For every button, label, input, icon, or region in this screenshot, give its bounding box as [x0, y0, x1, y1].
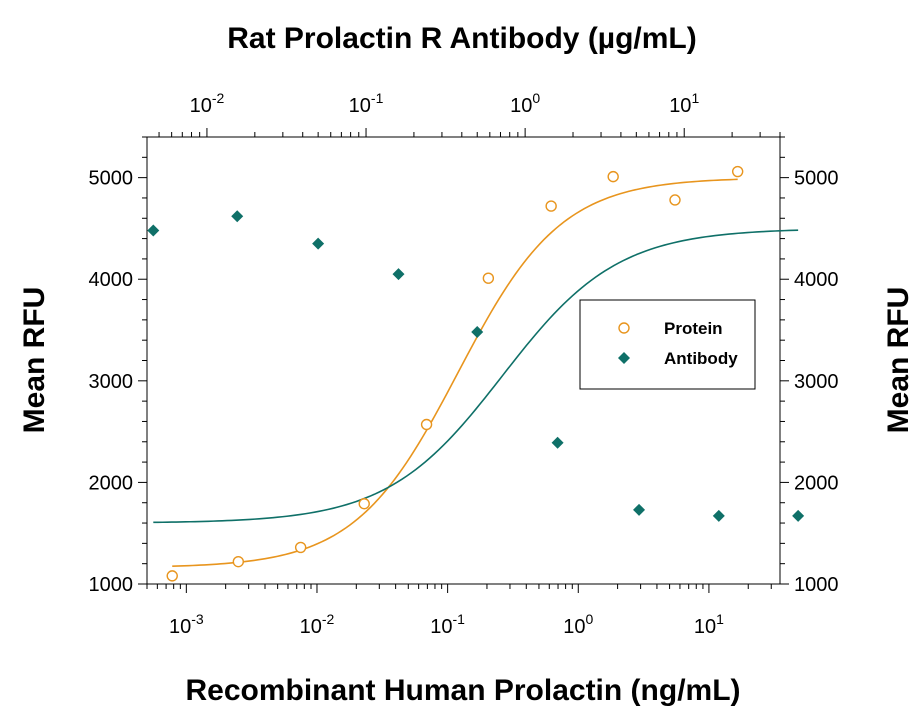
protein-data-point	[482, 272, 495, 284]
bottom-tick-label: 10-1	[430, 611, 465, 638]
top-tick-label: 10-2	[190, 90, 225, 117]
bottom-axis-ticks: 10-3 10-2 10-1 100 101	[146, 584, 772, 638]
top-tick-label: 100	[510, 90, 540, 117]
legend-protein-label: Protein	[664, 319, 723, 338]
legend-antibody-marker	[618, 352, 630, 364]
antibody-data-point	[471, 326, 484, 339]
antibody-data-point	[792, 509, 805, 522]
protein-data-point	[669, 194, 681, 206]
bottom-tick-label: 10-2	[300, 611, 335, 638]
bottom-tick-label: 101	[694, 611, 724, 638]
data-markers	[147, 165, 805, 582]
antibody-data-point	[312, 237, 325, 250]
protein-data-point	[358, 498, 370, 510]
antibody-data-point	[147, 224, 160, 237]
protein-data-point	[607, 170, 619, 183]
fit-curve-protein	[172, 178, 738, 568]
protein-data-point	[294, 541, 307, 554]
antibody-data-point	[231, 210, 244, 223]
left-tick-label: 4000	[89, 269, 134, 291]
top-axis-ticks: 10-2 10-1 100 101	[158, 90, 781, 137]
left-tick-label: 1000	[89, 574, 134, 596]
right-tick-label: 3000	[794, 371, 839, 393]
antibody-data-point	[392, 268, 405, 281]
protein-data-point	[731, 165, 744, 178]
left-axis-title: Mean RFU	[18, 287, 51, 434]
right-tick-label: 4000	[794, 269, 839, 291]
antibody-data-point	[551, 436, 564, 449]
bottom-tick-label: 10-3	[169, 611, 204, 638]
antibody-data-point	[712, 509, 725, 522]
legend-antibody-label: Antibody	[664, 349, 738, 368]
right-tick-label: 2000	[794, 472, 839, 494]
bottom-tick-label: 100	[563, 611, 593, 638]
legend: Protein Antibody	[579, 299, 756, 390]
protein-data-point	[232, 555, 245, 568]
right-axis-ticks: 1000 2000 3000 4000 5000	[780, 136, 839, 596]
protein-data-point	[545, 200, 557, 212]
left-axis-ticks: 1000 2000 3000 4000 5000	[89, 136, 147, 596]
right-tick-label: 1000	[794, 574, 839, 596]
left-tick-label: 2000	[89, 472, 134, 494]
top-tick-label: 10-1	[349, 90, 384, 117]
protein-data-point	[166, 570, 178, 582]
antibody-data-point	[633, 503, 646, 516]
top-axis-title: Rat Prolactin R Antibody (µg/mL)	[227, 22, 697, 55]
protein-data-point	[420, 418, 433, 431]
right-tick-label: 5000	[794, 168, 839, 190]
bottom-axis-title: Recombinant Human Prolactin (ng/mL)	[185, 674, 740, 707]
legend-protein-marker	[618, 322, 630, 334]
top-tick-label: 101	[669, 90, 699, 117]
left-tick-label: 5000	[89, 168, 134, 190]
fit-curves	[153, 178, 799, 568]
fit-curve-antibody	[153, 229, 799, 524]
legend-box	[579, 299, 756, 390]
left-tick-label: 3000	[89, 371, 134, 393]
right-axis-title: Mean RFU	[882, 287, 915, 434]
